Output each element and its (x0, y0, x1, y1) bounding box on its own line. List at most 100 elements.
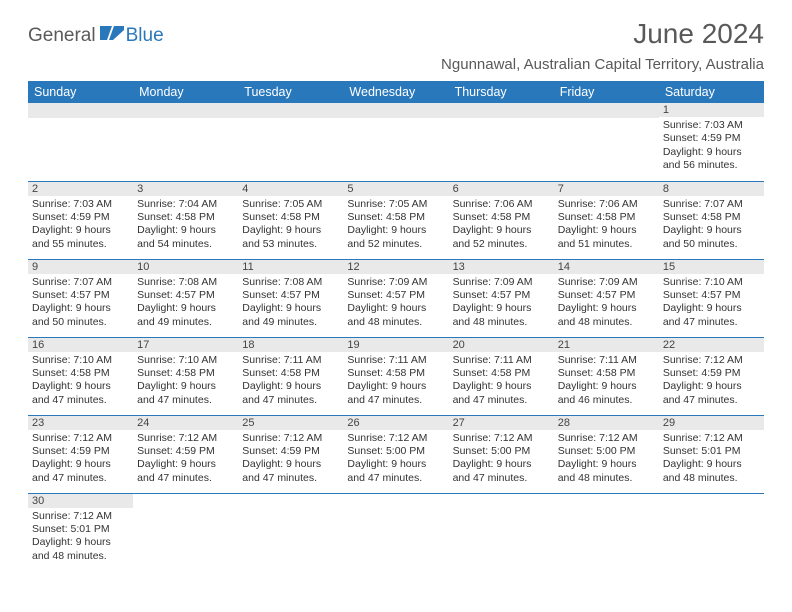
day-number-bar: 29 (659, 416, 764, 430)
day-number-bar: 4 (238, 182, 343, 196)
day-sunrise: Sunrise: 7:12 AM (453, 432, 550, 445)
day-dl1: Daylight: 9 hours (558, 458, 655, 471)
calendar-body: 1Sunrise: 7:03 AMSunset: 4:59 PMDaylight… (28, 103, 764, 571)
day-sunrise: Sunrise: 7:10 AM (137, 354, 234, 367)
day-sunset: Sunset: 4:59 PM (32, 211, 129, 224)
calendar-cell: 7Sunrise: 7:06 AMSunset: 4:58 PMDaylight… (554, 181, 659, 259)
day-number-bar: 22 (659, 338, 764, 352)
day-details: Sunrise: 7:12 AMSunset: 4:59 PMDaylight:… (659, 352, 764, 410)
day-dl2: and 47 minutes. (663, 394, 760, 407)
day-dl2: and 49 minutes. (242, 316, 339, 329)
day-header: Saturday (659, 81, 764, 103)
calendar-cell (343, 493, 448, 571)
day-sunset: Sunset: 4:58 PM (558, 367, 655, 380)
day-number-bar: 30 (28, 494, 133, 508)
day-dl2: and 52 minutes. (453, 238, 550, 251)
day-sunset: Sunset: 4:59 PM (137, 445, 234, 458)
day-header: Thursday (449, 81, 554, 103)
calendar-cell: 14Sunrise: 7:09 AMSunset: 4:57 PMDayligh… (554, 259, 659, 337)
day-sunset: Sunset: 4:59 PM (663, 132, 760, 145)
calendar-cell: 29Sunrise: 7:12 AMSunset: 5:01 PMDayligh… (659, 415, 764, 493)
day-sunset: Sunset: 4:57 PM (32, 289, 129, 302)
day-dl2: and 48 minutes. (32, 550, 129, 563)
day-dl2: and 55 minutes. (32, 238, 129, 251)
calendar-cell: 25Sunrise: 7:12 AMSunset: 4:59 PMDayligh… (238, 415, 343, 493)
day-details: Sunrise: 7:09 AMSunset: 4:57 PMDaylight:… (554, 274, 659, 332)
day-dl1: Daylight: 9 hours (32, 458, 129, 471)
day-dl2: and 56 minutes. (663, 159, 760, 172)
day-details: Sunrise: 7:05 AMSunset: 4:58 PMDaylight:… (343, 196, 448, 254)
day-sunset: Sunset: 4:58 PM (242, 211, 339, 224)
day-dl1: Daylight: 9 hours (453, 302, 550, 315)
day-number-bar: 14 (554, 260, 659, 274)
day-sunrise: Sunrise: 7:10 AM (32, 354, 129, 367)
day-dl2: and 48 minutes. (663, 472, 760, 485)
day-header: Friday (554, 81, 659, 103)
day-sunrise: Sunrise: 7:03 AM (32, 198, 129, 211)
title-block: June 2024 Ngunnawal, Australian Capital … (441, 18, 764, 73)
day-number-bar (343, 103, 448, 118)
calendar-cell: 15Sunrise: 7:10 AMSunset: 4:57 PMDayligh… (659, 259, 764, 337)
day-dl1: Daylight: 9 hours (137, 224, 234, 237)
day-dl1: Daylight: 9 hours (558, 380, 655, 393)
calendar-cell (554, 103, 659, 181)
calendar-cell: 19Sunrise: 7:11 AMSunset: 4:58 PMDayligh… (343, 337, 448, 415)
calendar-cell (554, 493, 659, 571)
day-number-bar (449, 103, 554, 118)
day-dl2: and 53 minutes. (242, 238, 339, 251)
day-sunset: Sunset: 4:57 PM (242, 289, 339, 302)
day-dl1: Daylight: 9 hours (137, 458, 234, 471)
day-dl1: Daylight: 9 hours (32, 536, 129, 549)
day-details: Sunrise: 7:07 AMSunset: 4:57 PMDaylight:… (28, 274, 133, 332)
day-details: Sunrise: 7:03 AMSunset: 4:59 PMDaylight:… (659, 117, 764, 175)
day-dl1: Daylight: 9 hours (32, 302, 129, 315)
day-sunset: Sunset: 4:57 PM (453, 289, 550, 302)
day-details: Sunrise: 7:11 AMSunset: 4:58 PMDaylight:… (238, 352, 343, 410)
calendar-cell: 28Sunrise: 7:12 AMSunset: 5:00 PMDayligh… (554, 415, 659, 493)
day-sunset: Sunset: 5:01 PM (663, 445, 760, 458)
day-sunset: Sunset: 4:58 PM (137, 211, 234, 224)
day-number-bar: 8 (659, 182, 764, 196)
day-details: Sunrise: 7:12 AMSunset: 4:59 PMDaylight:… (133, 430, 238, 488)
day-number-bar: 21 (554, 338, 659, 352)
day-number-bar: 25 (238, 416, 343, 430)
day-sunset: Sunset: 5:00 PM (558, 445, 655, 458)
calendar-cell: 26Sunrise: 7:12 AMSunset: 5:00 PMDayligh… (343, 415, 448, 493)
location-subtitle: Ngunnawal, Australian Capital Territory,… (441, 56, 764, 73)
day-sunset: Sunset: 5:01 PM (32, 523, 129, 536)
day-details: Sunrise: 7:06 AMSunset: 4:58 PMDaylight:… (554, 196, 659, 254)
day-dl1: Daylight: 9 hours (663, 146, 760, 159)
day-details: Sunrise: 7:10 AMSunset: 4:58 PMDaylight:… (28, 352, 133, 410)
day-details: Sunrise: 7:06 AMSunset: 4:58 PMDaylight:… (449, 196, 554, 254)
day-dl2: and 47 minutes. (242, 472, 339, 485)
calendar-cell: 8Sunrise: 7:07 AMSunset: 4:58 PMDaylight… (659, 181, 764, 259)
day-sunrise: Sunrise: 7:12 AM (558, 432, 655, 445)
calendar-cell (449, 493, 554, 571)
day-dl1: Daylight: 9 hours (453, 458, 550, 471)
day-sunrise: Sunrise: 7:09 AM (558, 276, 655, 289)
day-dl2: and 48 minutes. (453, 316, 550, 329)
calendar-cell: 20Sunrise: 7:11 AMSunset: 4:58 PMDayligh… (449, 337, 554, 415)
day-details: Sunrise: 7:03 AMSunset: 4:59 PMDaylight:… (28, 196, 133, 254)
calendar-cell: 18Sunrise: 7:11 AMSunset: 4:58 PMDayligh… (238, 337, 343, 415)
calendar-cell (133, 493, 238, 571)
day-sunrise: Sunrise: 7:05 AM (347, 198, 444, 211)
day-header: Tuesday (238, 81, 343, 103)
day-details: Sunrise: 7:04 AMSunset: 4:58 PMDaylight:… (133, 196, 238, 254)
day-sunset: Sunset: 4:57 PM (137, 289, 234, 302)
day-sunrise: Sunrise: 7:04 AM (137, 198, 234, 211)
day-details: Sunrise: 7:11 AMSunset: 4:58 PMDaylight:… (554, 352, 659, 410)
day-details: Sunrise: 7:11 AMSunset: 4:58 PMDaylight:… (343, 352, 448, 410)
day-sunset: Sunset: 4:58 PM (453, 367, 550, 380)
calendar-cell: 9Sunrise: 7:07 AMSunset: 4:57 PMDaylight… (28, 259, 133, 337)
day-number-bar: 13 (449, 260, 554, 274)
day-number-bar: 17 (133, 338, 238, 352)
day-dl1: Daylight: 9 hours (137, 302, 234, 315)
day-sunset: Sunset: 4:58 PM (242, 367, 339, 380)
day-dl2: and 49 minutes. (137, 316, 234, 329)
day-dl1: Daylight: 9 hours (137, 380, 234, 393)
day-dl1: Daylight: 9 hours (32, 380, 129, 393)
day-number-bar: 5 (343, 182, 448, 196)
calendar-cell (343, 103, 448, 181)
day-sunrise: Sunrise: 7:09 AM (347, 276, 444, 289)
